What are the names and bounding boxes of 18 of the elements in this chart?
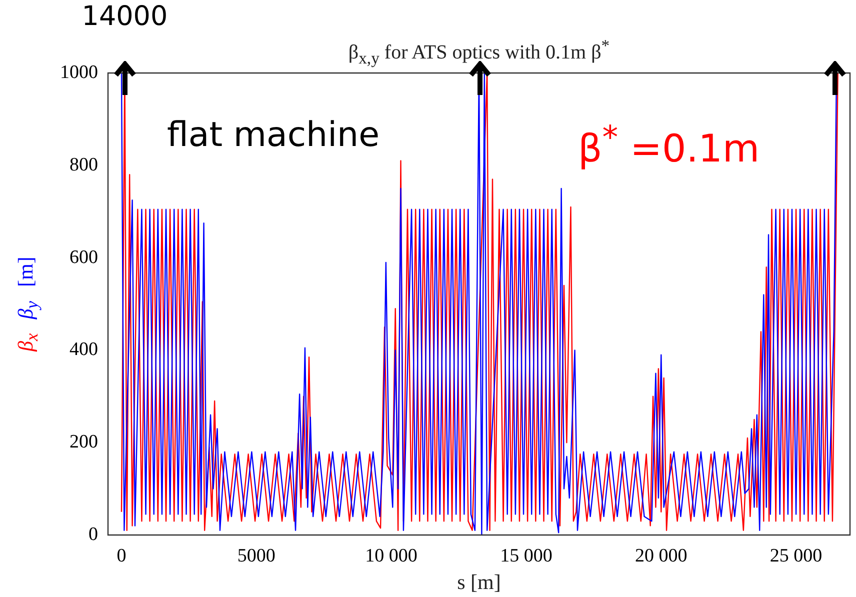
x-tick-label: 25 000 (770, 545, 822, 566)
y-tick-label: 1000 (60, 62, 98, 83)
x-axis-title: s [m] (457, 570, 501, 595)
x-tick-label: 0 (116, 545, 126, 566)
x-tick-label: 5000 (237, 545, 276, 566)
chart-title: β$_{x,y}$ for ATS optics with 0.1m β$^{*}$ (348, 36, 610, 69)
y-tick-label: 400 (70, 339, 98, 360)
x-tick-label: 20 000 (635, 545, 688, 566)
y-tick-label: 200 (70, 432, 98, 453)
x-tick-label: 10 000 (365, 545, 418, 566)
annotation: β$^{*}$ =0.1m (578, 120, 760, 171)
x-tick-label: 15 000 (500, 545, 552, 566)
y-axis-title: [m] (13, 256, 38, 287)
y-tick-label: 600 (70, 246, 98, 268)
annotation: 14000 (82, 1, 168, 32)
y-tick-label: 0 (88, 524, 98, 545)
y-tick-label: 800 (70, 154, 98, 176)
annotation: flat machine (167, 115, 380, 155)
